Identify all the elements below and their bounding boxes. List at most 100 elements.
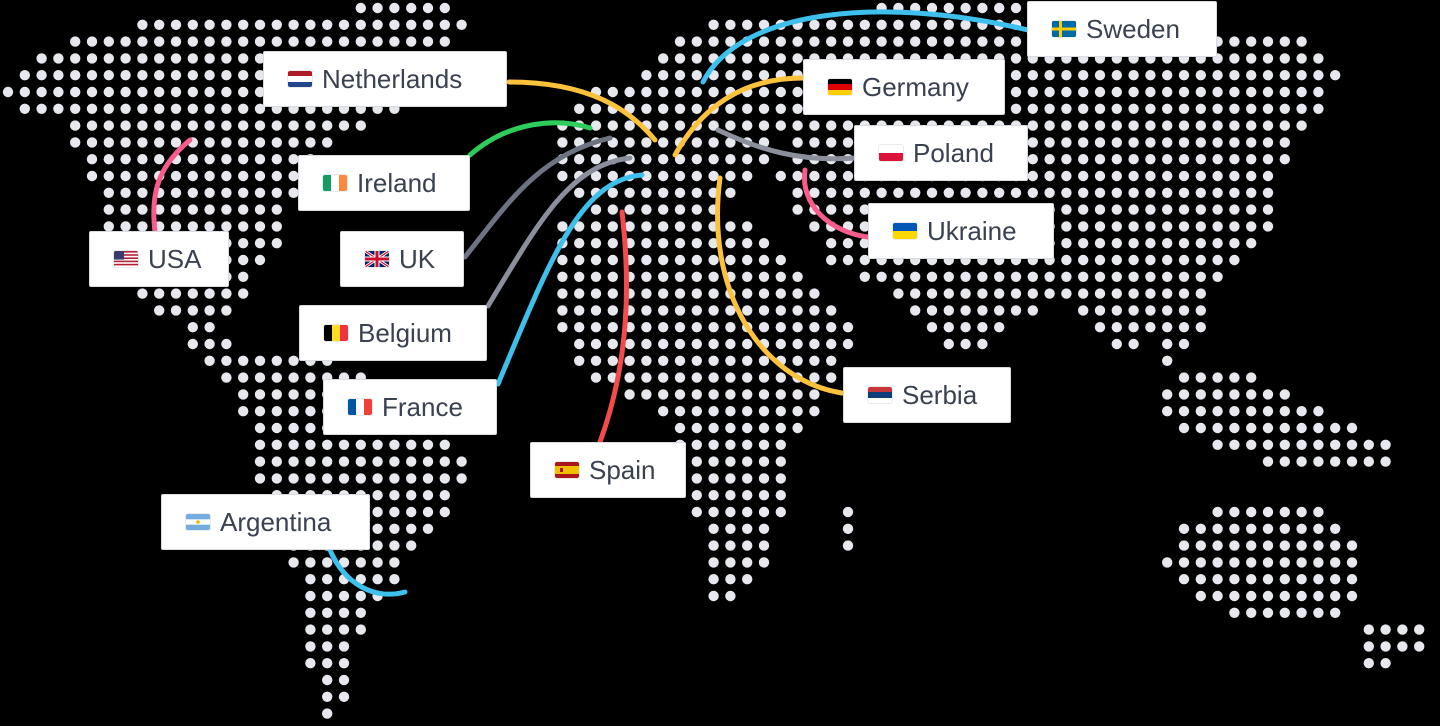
map-dot [1296,607,1307,618]
map-dot [691,406,702,417]
map-dot [1162,103,1173,115]
map-dot [1061,288,1072,299]
map-dot [1078,271,1089,282]
map-dot [859,271,870,282]
map-dot [1195,170,1207,182]
map-dot [607,238,618,249]
map-dot [103,120,115,131]
country-label-germany[interactable]: Germany [803,59,1005,115]
map-dot [254,19,266,30]
map-dot [658,70,669,81]
map-dot [775,422,786,434]
map-dot [120,36,131,47]
map-dot [53,53,64,64]
map-dot [1313,506,1324,518]
sweden-flag-icon [1052,21,1076,37]
map-dot [658,120,669,131]
map-dot [742,103,753,115]
map-dot [1330,523,1341,534]
map-dot [70,120,81,131]
map-dot [53,103,64,115]
map-dot [674,372,686,383]
map-dot [238,221,249,232]
map-dot [574,355,585,366]
map-dot [557,322,568,333]
map-dot [826,322,837,333]
map-dot [1212,540,1223,551]
map-dot [607,288,618,299]
connection-line-netherlands [506,79,658,143]
map-dot [1380,641,1391,652]
map-dot [1313,103,1324,115]
map-dot [674,204,686,215]
map-dot [1212,154,1223,165]
map-dot [1061,103,1072,115]
map-dot [1128,103,1139,115]
country-label-sweden[interactable]: Sweden [1027,1,1217,57]
country-label-poland[interactable]: Poland [854,125,1028,181]
map-dot [204,36,215,47]
map-dot [1296,53,1307,64]
map-dot [1027,187,1039,198]
map-dot [1128,154,1139,165]
map-dot [456,473,467,484]
country-label-belgium[interactable]: Belgium [299,305,487,361]
country-label-argentina[interactable]: Argentina [161,494,370,550]
country-label-uk[interactable]: UK [340,231,464,287]
map-dot [271,238,282,249]
map-dot [1313,523,1324,534]
country-label-usa[interactable]: USA [89,231,229,287]
map-dot [372,456,383,467]
map-dot [1094,86,1106,98]
country-label-ukraine[interactable]: Ukraine [868,203,1054,259]
country-label-spain[interactable]: Spain [530,442,686,498]
map-dot [1262,53,1274,64]
uk-flag-icon [365,251,389,267]
map-dot [372,473,383,484]
map-dot [187,170,198,182]
map-dot [389,574,400,585]
map-dot [557,288,568,299]
map-dot [792,120,803,131]
map-dot [641,204,652,215]
map-dot [1262,120,1274,131]
map-dot [254,355,266,366]
country-label-serbia[interactable]: Serbia [843,367,1011,423]
map-dot [1178,103,1190,115]
map-dot [859,238,870,249]
map-dot [674,221,686,232]
map-dot [1162,322,1173,333]
map-dot [557,271,568,282]
map-dot [792,187,803,198]
argentina-flag-icon [186,514,210,530]
map-dot [406,523,417,534]
country-label-france[interactable]: France [323,379,497,435]
map-dot [725,170,736,182]
country-label-ireland[interactable]: Ireland [298,155,470,211]
map-dot [1229,607,1240,618]
map-dot [238,406,249,417]
map-dot [1145,322,1156,333]
map-dot [1195,187,1207,198]
map-dot [943,322,954,333]
map-dot [1330,456,1341,467]
map-dot [1044,271,1055,282]
map-dot [154,154,165,165]
map-dot [322,641,333,652]
map-dot [254,221,266,232]
map-dot [204,53,215,64]
map-dot [926,2,938,14]
map-dot [574,288,585,299]
country-label-netherlands[interactable]: Netherlands [263,51,507,107]
map-dot [1178,422,1190,434]
map-dot [641,271,652,282]
map-dot [691,490,702,501]
map-dot [288,187,299,198]
map-dot [658,372,669,383]
map-dot [1061,204,1072,215]
map-dot [187,70,198,81]
map-dot [170,70,182,81]
map-dot [1178,204,1190,215]
map-dot [926,288,938,299]
map-dot [1195,120,1207,131]
